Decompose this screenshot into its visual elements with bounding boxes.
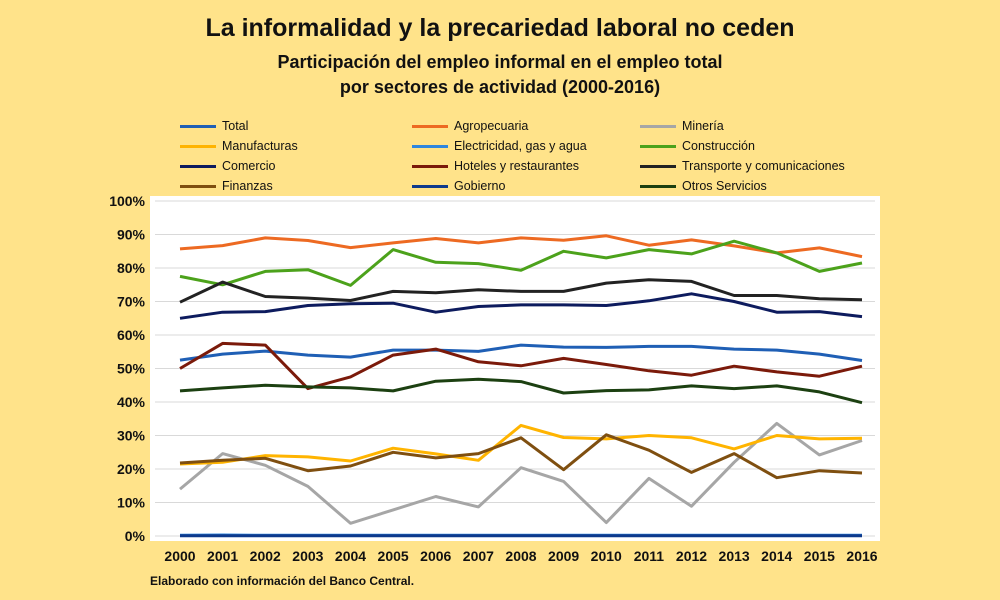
y-tick-label: 90% xyxy=(117,227,146,243)
legend-label: Construcción xyxy=(682,139,755,153)
x-tick-label: 2010 xyxy=(591,548,622,564)
y-axis-ticks: 0% 10% 20% 30% 40% 50% 60% 70% 80% 90% 100% xyxy=(109,193,145,544)
legend-label: Comercio xyxy=(222,159,276,173)
series-line-6 xyxy=(179,292,863,320)
subtitle-line-1: Participación del empleo informal en el … xyxy=(277,52,723,72)
legend-item: Hoteles y restaurantes xyxy=(412,156,579,176)
x-tick-label: 2008 xyxy=(505,548,536,564)
x-axis-ticks: 2000 2001 2002 2003 2004 2005 2006 2007 2008 2009… xyxy=(164,548,877,564)
x-tick-label: 2000 xyxy=(164,548,195,564)
series-line-0 xyxy=(179,343,863,362)
y-tick-label: 50% xyxy=(117,361,146,377)
legend-item: Gobierno xyxy=(412,176,505,196)
x-tick-label: 2011 xyxy=(634,548,665,564)
legend-item: Comercio xyxy=(180,156,276,176)
legend-swatch xyxy=(412,164,448,168)
legend-item: Manufacturas xyxy=(180,136,298,156)
legend-swatch xyxy=(180,124,216,128)
chart-title: La informalidad y la precariedad laboral… xyxy=(205,14,795,42)
y-tick-label: 10% xyxy=(117,495,146,511)
legend-label: Transporte y comunicaciones xyxy=(682,159,845,173)
x-tick-label: 2004 xyxy=(335,548,366,564)
x-tick-label: 2002 xyxy=(250,548,281,564)
legend-item: Otros Servicios xyxy=(640,176,767,196)
y-tick-label: 30% xyxy=(117,428,146,444)
x-tick-label: 2016 xyxy=(846,548,877,564)
legend-swatch xyxy=(412,184,448,188)
legend-swatch xyxy=(412,124,448,128)
legend-label: Minería xyxy=(682,119,724,133)
x-tick-label: 2006 xyxy=(420,548,451,564)
subtitle-line-2: por sectores de actividad (2000-2016) xyxy=(339,77,661,97)
legend-label: Electricidad, gas y agua xyxy=(454,139,587,153)
series-line-11 xyxy=(179,377,863,405)
legend-label: Hoteles y restaurantes xyxy=(454,159,580,173)
legend-item: Finanzas xyxy=(180,176,273,196)
series-line-8 xyxy=(179,278,863,304)
series-line-1 xyxy=(179,234,863,259)
y-tick-label: 100% xyxy=(109,193,145,209)
series-line-3 xyxy=(179,423,863,466)
x-tick-label: 2001 xyxy=(207,548,238,564)
series-lines xyxy=(179,234,863,538)
legend-item: Electricidad, gas y agua xyxy=(412,136,587,156)
legend-label: Gobierno xyxy=(454,179,506,193)
y-tick-label: 20% xyxy=(117,461,146,477)
legend-item: Agropecuaria xyxy=(412,116,528,136)
y-tick-label: 60% xyxy=(117,327,146,343)
x-tick-label: 2009 xyxy=(548,548,579,564)
x-tick-label: 2014 xyxy=(761,548,792,564)
x-tick-label: 2003 xyxy=(292,548,323,564)
legend-swatch xyxy=(640,144,676,148)
legend-item: Transporte y comunicaciones xyxy=(640,156,845,176)
series-line-2 xyxy=(179,421,863,525)
legend-label: Total xyxy=(222,119,249,133)
series-line-7 xyxy=(179,341,863,391)
x-tick-label: 2012 xyxy=(676,548,707,564)
chart-subtitle: Participación del empleo informal en el … xyxy=(0,50,1000,100)
legend-item: Total xyxy=(180,116,248,136)
legend-item: Minería xyxy=(640,116,724,136)
x-tick-label: 2007 xyxy=(463,548,494,564)
legend-swatch xyxy=(640,184,676,188)
x-tick-label: 2005 xyxy=(378,548,409,564)
x-tick-label: 2015 xyxy=(804,548,835,564)
y-tick-label: 70% xyxy=(117,294,146,310)
y-tick-label: 0% xyxy=(125,528,146,544)
legend-swatch xyxy=(412,144,448,148)
legend-item: Construcción xyxy=(640,136,755,156)
series-line-9 xyxy=(179,433,863,480)
y-tick-label: 80% xyxy=(117,260,146,276)
legend-swatch xyxy=(180,164,216,168)
legend-swatch xyxy=(180,184,216,188)
legend-label: Otros Servicios xyxy=(682,179,767,193)
legend-swatch xyxy=(180,144,216,148)
source-footnote: Elaborado con información del Banco Cent… xyxy=(150,574,415,588)
y-tick-label: 40% xyxy=(117,394,146,410)
x-tick-label: 2013 xyxy=(719,548,750,564)
legend-label: Manufacturas xyxy=(222,139,298,153)
legend-swatch xyxy=(640,124,676,128)
legend-label: Agropecuaria xyxy=(454,119,529,133)
series-line-5 xyxy=(179,239,863,287)
legend-swatch xyxy=(640,164,676,168)
legend-label: Finanzas xyxy=(222,179,273,193)
